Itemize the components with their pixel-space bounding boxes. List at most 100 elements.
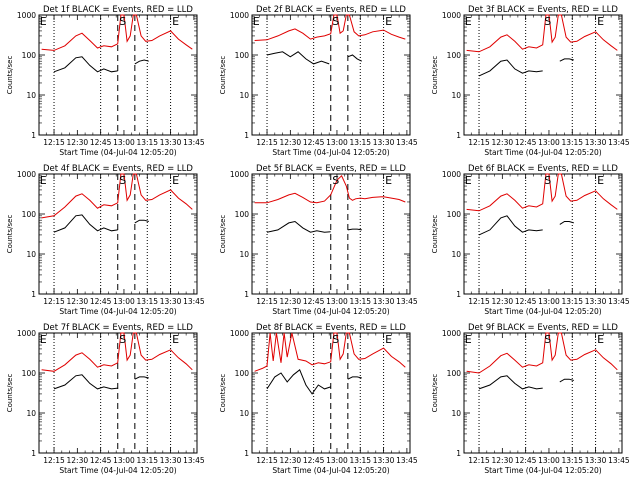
lld-series-line <box>466 14 618 53</box>
x-tick-label: 13:30 <box>373 297 395 306</box>
x-tick-label: 12:15 <box>43 138 65 147</box>
panel-4: Det 4f BLACK = Events, RED = LLD 1 10 100 10… <box>6 164 205 316</box>
x-tick-label: 12:45 <box>90 138 112 147</box>
x-tick-label: 13:30 <box>160 138 182 147</box>
lld-series-line <box>41 332 193 372</box>
marker-label-s: S <box>119 15 126 28</box>
x-tick-label: 13:45 <box>183 297 205 306</box>
x-tick-label: 13:30 <box>373 138 395 147</box>
y-axis-label: Counts/sec <box>219 215 227 254</box>
y-tick-label: 1000 <box>230 170 249 179</box>
x-tick-label: 13:00 <box>326 297 348 306</box>
x-tick-label: 13:00 <box>326 456 348 465</box>
panel-6: Det 6f BLACK = Events, RED = LLD 1 10 100 10… <box>431 164 630 316</box>
y-tick-label: 1 <box>31 290 36 299</box>
y-axis-label: Counts/sec <box>219 56 227 95</box>
x-tick-label: 12:15 <box>256 138 278 147</box>
x-tick-label: 13:45 <box>608 297 630 306</box>
x-axis-label: Start Time (04-Jul-04 12:05:20) <box>59 148 176 157</box>
lld-series-line <box>254 14 406 41</box>
y-tick-label: 1 <box>31 131 36 140</box>
x-tick-label: 12:15 <box>468 138 490 147</box>
panel-title: Det 6f BLACK = Events, RED = LLD <box>468 164 618 174</box>
y-tick-label: 100 <box>22 369 37 378</box>
y-tick-label: 10 <box>26 91 36 100</box>
marker-label-e: E <box>597 333 604 346</box>
y-tick-label: 1000 <box>230 11 249 20</box>
panel-5: Det 5f BLACK = Events, RED = LLD 1 10 100 10… <box>219 164 418 316</box>
events-series-line <box>347 54 363 62</box>
x-tick-label: 13:15 <box>561 138 583 147</box>
y-tick-label: 100 <box>447 210 462 219</box>
x-tick-label: 13:30 <box>585 456 607 465</box>
events-series-line <box>134 59 149 65</box>
y-tick-label: 1000 <box>17 329 36 338</box>
x-tick-label: 12:30 <box>280 456 302 465</box>
x-tick-label: 12:15 <box>468 297 490 306</box>
y-axis-label: Counts/sec <box>431 215 439 254</box>
x-tick-label: 13:00 <box>538 138 560 147</box>
y-tick-label: 1 <box>456 290 461 299</box>
x-tick-label: 13:45 <box>396 297 418 306</box>
y-tick-label: 1 <box>31 449 36 458</box>
x-tick-label: 13:15 <box>136 138 158 147</box>
x-tick-label: 13:15 <box>349 138 371 147</box>
y-axis-label: Counts/sec <box>431 56 439 95</box>
x-tick-label: 12:45 <box>515 297 537 306</box>
y-tick-label: 100 <box>447 369 462 378</box>
y-tick-label: 10 <box>239 250 249 259</box>
x-tick-label: 12:30 <box>67 456 89 465</box>
x-axis-label: Start Time (04-Jul-04 12:05:20) <box>272 466 389 475</box>
x-axis-label: Start Time (04-Jul-04 12:05:20) <box>484 148 601 157</box>
marker-label-e: E <box>465 15 472 28</box>
events-series-line <box>266 220 331 233</box>
events-series-line <box>478 375 543 390</box>
x-tick-label: 13:15 <box>136 297 158 306</box>
y-tick-label: 10 <box>26 250 36 259</box>
panel-title: Det 1f BLACK = Events, RED = LLD <box>43 5 193 15</box>
marker-label-e: E <box>465 174 472 187</box>
events-series-line <box>266 51 330 65</box>
x-axis-label: Start Time (04-Jul-04 12:05:20) <box>272 148 389 157</box>
y-axis-label: Counts/sec <box>6 374 14 413</box>
y-tick-label: 100 <box>235 210 250 219</box>
events-series-line <box>266 368 331 395</box>
marker-label-e: E <box>172 333 179 346</box>
x-tick-label: 13:15 <box>136 456 158 465</box>
plot-frame <box>463 14 623 136</box>
x-tick-label: 13:15 <box>561 297 583 306</box>
x-tick-label: 12:45 <box>303 297 325 306</box>
x-tick-label: 13:45 <box>396 138 418 147</box>
events-series-line <box>53 374 118 390</box>
y-axis-label: Counts/sec <box>431 374 439 413</box>
x-axis-label: Start Time (04-Jul-04 12:05:20) <box>59 307 176 316</box>
y-tick-label: 1 <box>244 131 249 140</box>
y-tick-label: 1000 <box>442 11 461 20</box>
marker-label-e: E <box>385 333 392 346</box>
y-tick-label: 1000 <box>17 170 36 179</box>
events-series-line <box>134 376 149 380</box>
x-tick-label: 12:45 <box>515 456 537 465</box>
panel-8: Det 8f BLACK = Events, RED = LLD 1 10 100 10… <box>219 323 418 475</box>
events-series-line <box>53 56 118 73</box>
y-tick-label: 1000 <box>230 329 249 338</box>
y-tick-label: 1 <box>456 131 461 140</box>
marker-label-e: E <box>465 333 472 346</box>
x-tick-label: 12:45 <box>90 297 112 306</box>
y-axis-label: Counts/sec <box>6 56 14 95</box>
events-series-line <box>559 58 574 62</box>
x-tick-label: 12:30 <box>280 297 302 306</box>
y-tick-label: 1000 <box>442 329 461 338</box>
y-tick-label: 10 <box>239 91 249 100</box>
panel-title: Det 5f BLACK = Events, RED = LLD <box>256 164 406 174</box>
y-tick-label: 100 <box>22 210 37 219</box>
marker-label-e: E <box>172 15 179 28</box>
y-tick-label: 10 <box>451 409 461 418</box>
x-tick-label: 12:45 <box>303 456 325 465</box>
x-tick-label: 13:00 <box>113 456 135 465</box>
y-tick-label: 1 <box>456 449 461 458</box>
marker-label-s: S <box>332 174 339 187</box>
marker-label-s: S <box>119 174 126 187</box>
x-tick-label: 12:30 <box>67 297 89 306</box>
y-tick-label: 10 <box>239 409 249 418</box>
